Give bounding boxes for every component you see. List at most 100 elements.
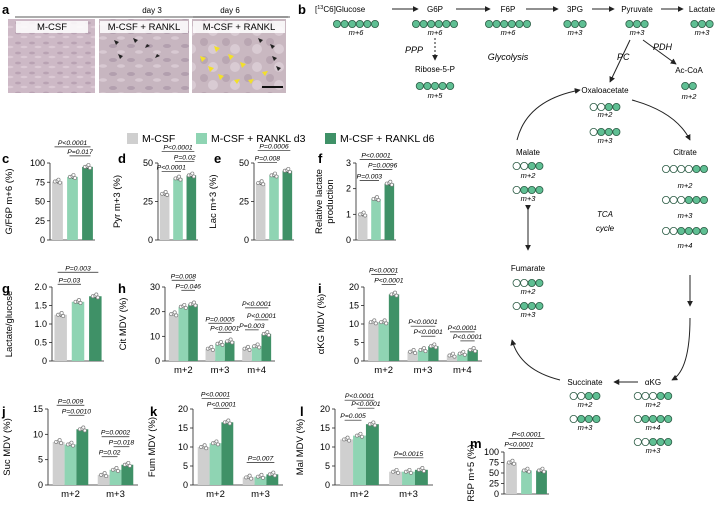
chart-e: 0 25 50 Lac m+3 (%) e P=0.0006 P=0.008 — [208, 144, 294, 245]
cit-m4-molecule-c3 — [684, 226, 693, 235]
k-bar-0-1-dot-2 — [216, 442, 220, 447]
j-bar-0-2-dot-3 — [81, 425, 86, 430]
j-bar-0-1-dot-2 — [71, 443, 75, 448]
oaa-m2: m+2 — [598, 110, 614, 119]
g-bar-1-dot-2 — [78, 301, 83, 305]
suc-m3-molecule-c2 — [584, 414, 593, 423]
k-bar-1-0-dot-3 — [247, 473, 252, 478]
oaa-m2-molecule — [589, 103, 621, 112]
l-bar-1-2-dot-3 — [420, 466, 425, 470]
cit-m3: m+3 — [678, 211, 694, 220]
lactate-molecule — [690, 19, 714, 28]
arrow-mal-oaa — [516, 88, 581, 141]
h-bar-2-0-dot-3 — [246, 344, 250, 349]
g-ytick-label-3: 1.5 — [34, 301, 47, 311]
akg-m3-molecule-c4 — [664, 437, 673, 446]
c-pvalue-0-label: P<0.0001 — [58, 140, 88, 147]
oaa-m3-molecule-c2 — [604, 127, 613, 136]
j-bar-1-1 — [109, 469, 122, 485]
k-bar-1-0-dot-2 — [249, 476, 254, 481]
g-ytick-label-0: 0 — [42, 356, 47, 366]
d-ylabel-0: Pyr m+3 (%) — [112, 175, 123, 228]
c-ytick-label-1: 25 — [35, 216, 45, 226]
i-bar-0-0-dot-2 — [373, 321, 378, 326]
d-bar-2-dot-2 — [191, 174, 196, 179]
legend: M-CSF M-CSF + RANKL d3 M-CSF + RANKL d6 — [127, 133, 435, 145]
c-bar-2-dot-2 — [88, 166, 92, 170]
i-ytick-label-0: 0 — [354, 356, 359, 366]
succinate-label: Succinate — [567, 378, 603, 387]
cit-m2-molecule-c4 — [692, 164, 701, 173]
akg-m2-molecule-c4 — [664, 391, 673, 400]
accoa-label: Ac-CoA — [675, 66, 703, 75]
cit-m4-molecule-c5 — [700, 226, 709, 235]
day6-label: day 6 — [220, 6, 240, 15]
e-bar-1 — [269, 175, 279, 240]
h-pvalue-2-label: P=0.0005 — [205, 316, 235, 323]
ppp-label: PPP — [405, 45, 423, 55]
cycle-label: cycle — [596, 224, 615, 233]
k-bar-1-1 — [254, 476, 267, 485]
i-bar-2-0-dot-3 — [451, 351, 455, 356]
m-bar-0-dot-3 — [510, 458, 515, 463]
f-ytick-label-1: 1 — [346, 209, 351, 219]
i-ytick-label-2: 10 — [349, 319, 359, 329]
f6p-molecule-c3 — [507, 19, 516, 28]
cit-m2-molecule-c1 — [669, 164, 678, 173]
g-bar-2-dot-2 — [95, 295, 100, 300]
cit-m2-molecule-c0 — [662, 164, 671, 173]
fum-m2-molecule-c0 — [512, 278, 521, 287]
j-bar-0-1-dot-3 — [69, 440, 74, 445]
g-ytick-label-2: 1.0 — [34, 319, 47, 329]
akg-m3-molecule-c1 — [641, 437, 650, 446]
m-ytick-label-2: 50 — [489, 468, 499, 478]
i-ytick-label-4: 20 — [349, 282, 359, 292]
fumarate-label: Fumarate — [511, 264, 546, 273]
f6p-molecule-c0 — [484, 19, 493, 28]
ribose-molecule-c3 — [438, 82, 447, 91]
h-bar-0-2-dot-3 — [192, 300, 196, 305]
legend-mcsf: M-CSF — [142, 133, 175, 145]
3pg-molecule-c1 — [571, 19, 580, 28]
h-bar-1-2 — [224, 341, 235, 361]
d-pvalue-1-label: P=0.02 — [174, 154, 196, 161]
g-pvalue-1-label: P=0.03 — [58, 277, 80, 284]
j-bar-1-0-dot-3 — [102, 471, 107, 476]
g-bar-0-dot-2 — [61, 314, 66, 318]
panel-letter-i: i — [318, 281, 322, 296]
l-ytick-label-4: 20 — [320, 404, 330, 414]
j-xtick-0: m+2 — [61, 489, 80, 500]
d-bar-1 — [173, 178, 183, 240]
f-bar-0 — [357, 214, 368, 240]
oaa-m2-molecule-c3 — [612, 103, 621, 112]
j-bar-1-2-dot-3 — [126, 460, 131, 465]
m-bar-2 — [536, 470, 547, 494]
j-bar-0-2-dot-2 — [82, 428, 87, 433]
h-pvalue-4-label: P<0.0001 — [242, 301, 272, 308]
mal-m3-molecule-c0 — [512, 185, 521, 194]
i-pvalue-2-label: P<0.0001 — [408, 319, 438, 326]
m-pvalue-0-label: P<0.0001 — [512, 432, 542, 439]
f6p-molecule-c2 — [500, 19, 509, 28]
fum-m2-molecule-c2 — [527, 278, 536, 287]
c-bar-1-dot-2 — [73, 176, 77, 181]
arrow-cit-akg-2 — [671, 317, 691, 381]
f-bar-1-dot-3 — [375, 195, 379, 200]
mal-m3-molecule-c1 — [520, 185, 529, 194]
l-pvalue-3-label: P=0.0015 — [394, 451, 424, 458]
3pg-molecule — [563, 19, 587, 28]
ribose-molecule-c1 — [423, 82, 432, 91]
akg-m4-molecule-c1 — [641, 414, 650, 423]
m-bar-2-dot-3 — [540, 466, 545, 471]
m-bar-2-dot-2 — [542, 469, 546, 474]
ribose-label: Ribose-5-P — [415, 65, 455, 74]
cit-m4-molecule-c1 — [669, 226, 678, 235]
m-bar-1-dot-3 — [525, 466, 530, 471]
akg-m2-molecule-c2 — [649, 391, 658, 400]
c-bar-1-dot-3 — [71, 173, 76, 178]
d-bar-1-dot-3 — [177, 174, 181, 179]
suc-m2: m+2 — [578, 400, 594, 409]
d-bar-1-dot-2 — [178, 177, 183, 182]
l-bar-0-1-dot-2 — [360, 434, 364, 439]
